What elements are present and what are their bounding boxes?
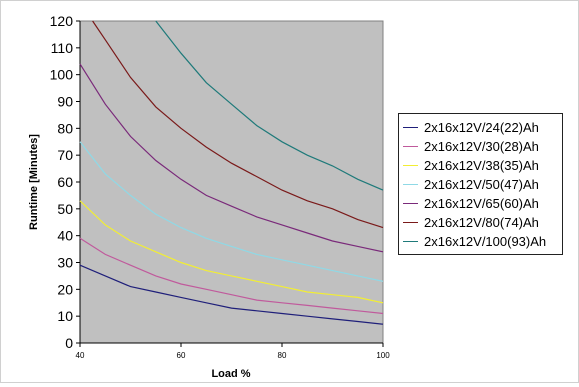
plot-area [79,20,384,344]
legend: 2x16x12V/24(22)Ah 2x16x12V/30(28)Ah 2x16x1… [398,113,563,255]
legend-item: 2x16x12V/65(60)Ah [399,194,562,213]
legend-label: 2x16x12V/80(74)Ah [424,215,539,230]
x-axis-label: Load % [211,368,250,380]
series-layer [79,20,384,325]
y-tick-label: 90 [57,94,73,110]
y-tick-label: 70 [57,147,73,163]
series-line [92,20,384,229]
x-tick-label: 40 [76,351,85,360]
legend-label: 2x16x12V/50(47)Ah [424,177,539,192]
x-tick-label: 100 [376,351,390,360]
series-line [79,264,384,325]
legend-swatch [403,184,418,185]
legend-item: 2x16x12V/50(47)Ah [399,175,562,194]
legend-item: 2x16x12V/80(74)Ah [399,213,562,232]
legend-label: 2x16x12V/30(28)Ah [424,139,539,154]
legend-swatch [403,165,418,166]
x-tick-label: 80 [278,351,287,360]
legend-item: 2x16x12V/30(28)Ah [399,137,562,156]
y-axis: 0 10 20 30 40 50 60 70 80 90 100 110 120 [50,13,81,351]
y-tick-label: 50 [57,201,73,217]
y-tick-label: 10 [57,308,73,324]
y-tick-label: 80 [57,120,73,136]
series-line [79,63,384,253]
series-line [79,200,384,304]
legend-swatch [403,146,418,147]
legend-swatch [403,222,418,223]
legend-swatch [403,203,418,204]
legend-swatch [403,241,418,242]
legend-label: 2x16x12V/100(93)Ah [424,234,547,249]
series-line [79,237,384,315]
y-tick-label: 60 [57,174,73,190]
y-tick-label: 120 [50,13,74,29]
legend-item: 2x16x12V/24(22)Ah [399,118,562,137]
legend-swatch [403,127,418,128]
legend-label: 2x16x12V/24(22)Ah [424,120,539,135]
legend-item: 2x16x12V/100(93)Ah [399,232,562,251]
y-tick-label: 100 [50,67,74,83]
y-tick-label: 20 [57,281,73,297]
y-tick-label: 30 [57,255,73,271]
series-line [155,20,384,191]
y-tick-label: 40 [57,228,73,244]
y-axis-label: Runtime [Minutes] [28,134,40,230]
y-tick-label: 110 [51,40,74,56]
legend-item: 2x16x12V/38(35)Ah [399,156,562,175]
x-tick-label: 60 [177,351,186,360]
series-line [79,141,384,282]
x-axis: 40 60 80 100 [76,342,390,360]
legend-label: 2x16x12V/65(60)Ah [424,196,539,211]
legend-label: 2x16x12V/38(35)Ah [424,158,539,173]
y-tick-label: 0 [65,335,73,351]
